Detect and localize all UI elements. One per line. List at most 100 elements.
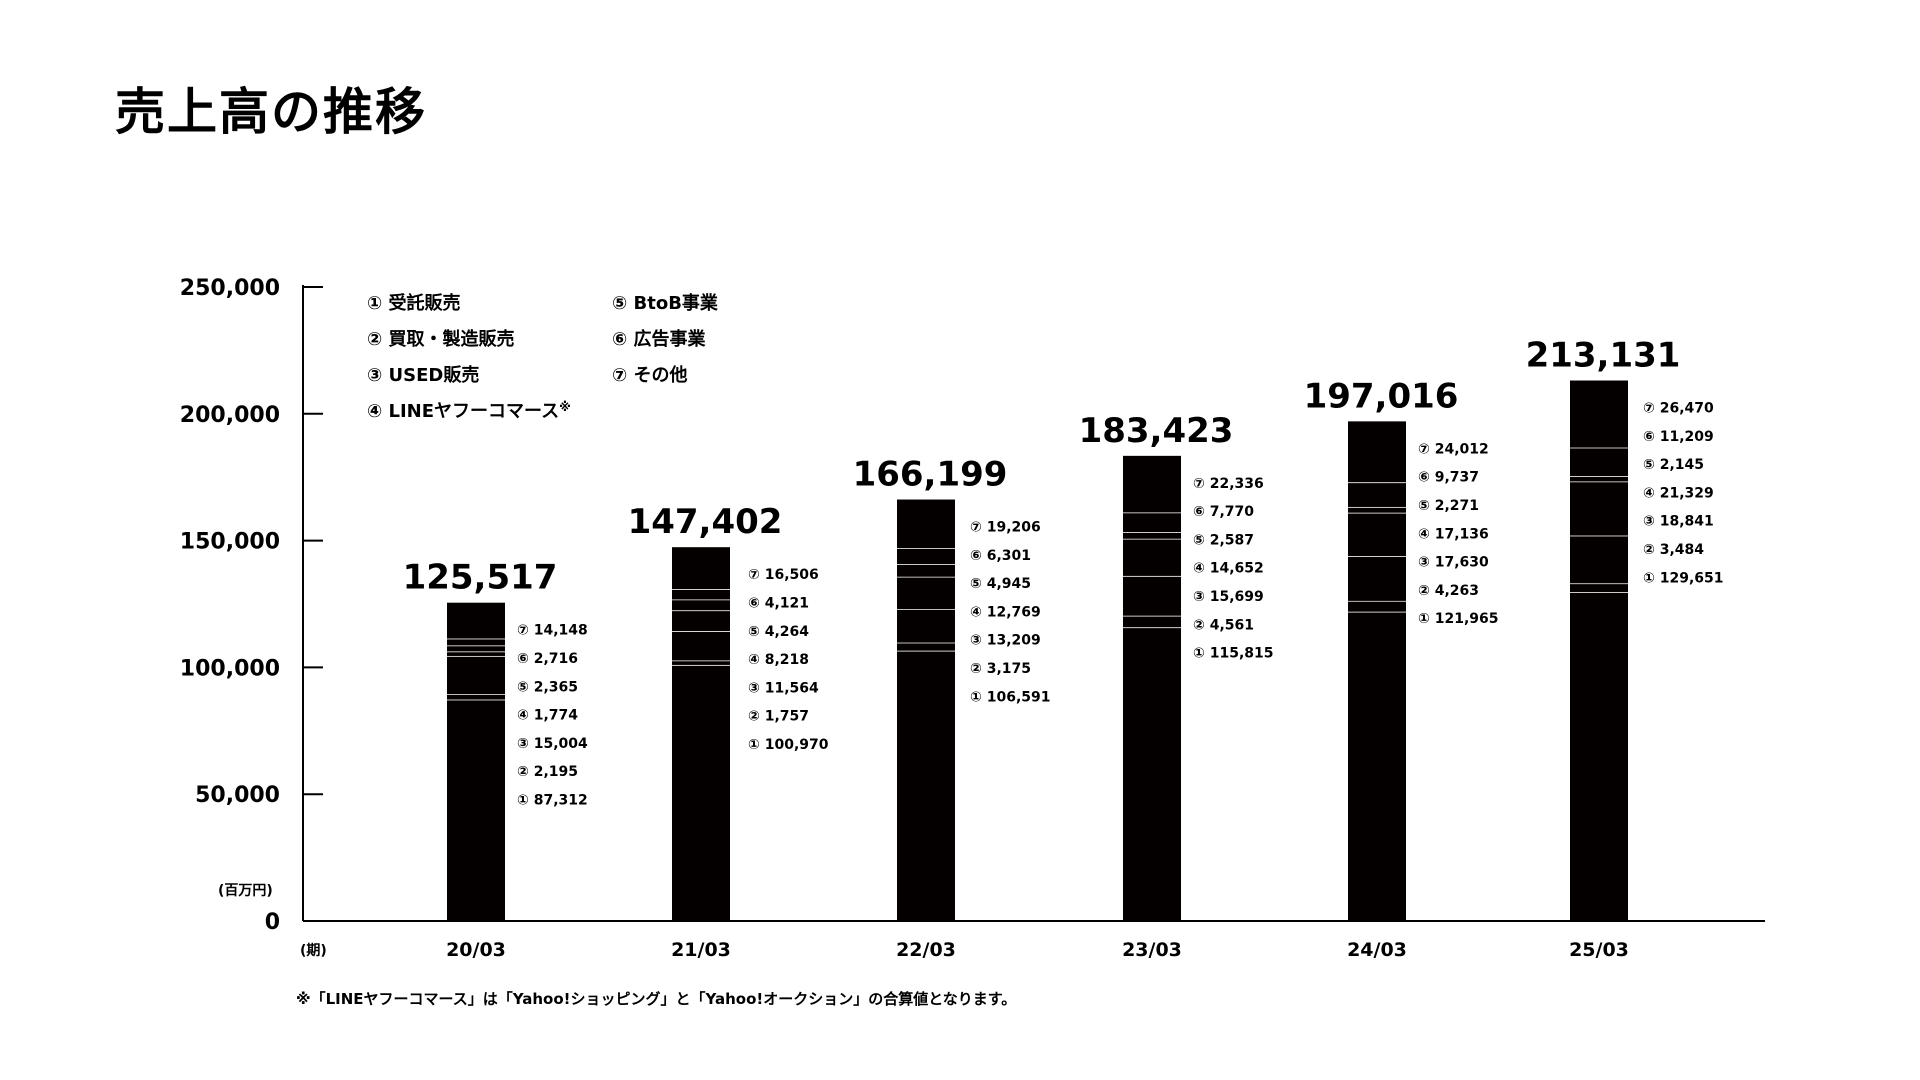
total-label: 125,517 [403, 558, 558, 598]
segment-value-label: ⑥ 9,737 [1418, 470, 1479, 486]
bar-segment [1570, 481, 1628, 536]
segment-value-label: ③ 11,564 [748, 680, 819, 696]
x-tick-label: 20/03 [446, 939, 506, 961]
x-tick-label: 25/03 [1569, 939, 1629, 961]
segment-value-label: ⑦ 14,148 [517, 623, 588, 639]
y-tick-label: 0 [265, 910, 280, 935]
segment-value-label: ⑥ 2,716 [517, 651, 578, 667]
bar-segment [672, 610, 730, 632]
segment-value-label: ① 100,970 [748, 737, 829, 753]
segment-value-label: ⑤ 4,945 [970, 576, 1031, 592]
segment-value-label: ⑥ 11,209 [1643, 429, 1714, 445]
bar-segment [897, 576, 955, 610]
bar-segment [897, 650, 955, 921]
segment-value-label: ② 1,757 [748, 709, 809, 725]
segment-value-label: ② 3,484 [1643, 542, 1704, 558]
bar-segment [1348, 600, 1406, 612]
x-tick-label: 22/03 [896, 939, 956, 961]
axes: 0 50,000 100,000 150,000 200,000 250,000 [180, 276, 1765, 935]
segment-value-label: ① 121,965 [1418, 611, 1499, 627]
bar-segment [1348, 512, 1406, 557]
bar-segment [897, 548, 955, 565]
legend-item: ⑤ BtoB事業 [612, 292, 719, 314]
segment-value-label: ① 106,591 [970, 689, 1051, 705]
bar-segment [1570, 476, 1628, 482]
bar-segment [447, 655, 505, 695]
data-labels: 20/03 125,517 ⑦ 14,148 ⑥ 2,716 ⑤ 2,365 ④ 1,77… [403, 335, 1724, 961]
bar-segment [1348, 482, 1406, 507]
segment-value-label: ③ 15,004 [517, 736, 588, 752]
bars [447, 380, 1628, 921]
segment-value-label: ③ 13,209 [970, 633, 1041, 649]
page-title: 売上高の推移 [115, 83, 427, 141]
segment-value-label: ⑤ 4,264 [748, 624, 809, 640]
bar-segment [1570, 583, 1628, 593]
segment-value-label: ⑥ 7,770 [1193, 504, 1254, 520]
segment-value-label: ④ 8,218 [748, 652, 809, 668]
bar-segment [1123, 532, 1181, 539]
bar-segment [672, 631, 730, 661]
bar-segment [1123, 512, 1181, 533]
legend-item: ② 買取・製造販売 [367, 328, 515, 350]
segment-value-label: ④ 14,652 [1193, 561, 1264, 577]
legend-item: ④ LINEヤフーコマース※ [367, 400, 571, 422]
total-label: 147,402 [628, 502, 783, 542]
bar-segment [447, 699, 505, 921]
bar-segment [447, 694, 505, 700]
segment-value-label: ⑦ 22,336 [1193, 476, 1264, 492]
bar-segment [1123, 575, 1181, 616]
segment-value-label: ⑦ 24,012 [1418, 441, 1489, 457]
legend-item: ③ USED販売 [367, 364, 479, 386]
x-unit-label: (期) [300, 943, 327, 959]
segment-value-label: ④ 12,769 [970, 604, 1041, 620]
bar-segment [447, 651, 505, 656]
bar-segment [672, 660, 730, 665]
bar-segment [1570, 592, 1628, 921]
bar-segment [897, 499, 955, 549]
x-tick-label: 23/03 [1122, 939, 1182, 961]
y-tick-label: 250,000 [180, 276, 280, 301]
segment-value-label: ④ 17,136 [1418, 526, 1489, 542]
segment-value-label: ③ 15,699 [1193, 589, 1264, 605]
segment-value-label: ④ 1,774 [517, 708, 578, 724]
bar-segment [1348, 611, 1406, 921]
y-tick-label: 150,000 [180, 530, 280, 555]
bar-segment [447, 645, 505, 652]
bar-segment [672, 589, 730, 600]
segment-value-label: ② 4,561 [1193, 617, 1254, 633]
segment-value-label: ⑤ 2,145 [1643, 457, 1704, 473]
legend-item: ⑥ 広告事業 [612, 328, 707, 350]
y-tick-label: 200,000 [180, 403, 280, 428]
bar-segment [1570, 380, 1628, 448]
segment-value-label: ⑤ 2,365 [517, 679, 578, 695]
segment-value-label: ⑦ 16,506 [748, 567, 819, 583]
bar-segment [1570, 535, 1628, 584]
bar-segment [447, 638, 505, 646]
segment-value-label: ⑦ 19,206 [970, 520, 1041, 536]
footnote: ※「LINEヤフーコマース」は「Yahoo!ショッピング」と「Yahoo!オーク… [296, 990, 1017, 1008]
bar-segment [1570, 447, 1628, 477]
x-tick-label: 21/03 [671, 939, 731, 961]
bar-segment [897, 642, 955, 651]
bar-segment [897, 609, 955, 643]
segment-value-label: ⑦ 26,470 [1643, 400, 1714, 416]
bar-segment [1348, 506, 1406, 513]
bar-segment [1123, 627, 1181, 921]
bar-segment [672, 599, 730, 611]
segment-value-label: ④ 21,329 [1643, 485, 1714, 501]
bar-segment [1123, 538, 1181, 576]
legend-item: ① 受託販売 [367, 292, 461, 314]
segment-value-label: ② 3,175 [970, 661, 1031, 677]
total-label: 213,131 [1526, 335, 1681, 375]
total-label: 166,199 [853, 455, 1008, 495]
bar-segment [1348, 556, 1406, 601]
bar-segment [1348, 421, 1406, 483]
y-tick-label: 100,000 [180, 656, 280, 681]
legend-item: ⑦ その他 [612, 364, 688, 386]
segment-value-label: ② 2,195 [517, 764, 578, 780]
x-tick-label: 24/03 [1347, 939, 1407, 961]
bar-segment [447, 602, 505, 639]
total-label: 183,423 [1079, 411, 1234, 451]
bar-segment [672, 547, 730, 590]
